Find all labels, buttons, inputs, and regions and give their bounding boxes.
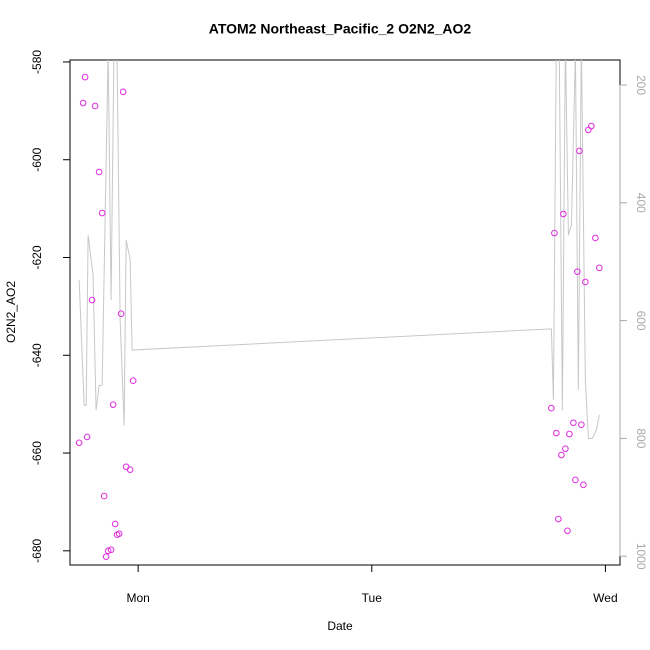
point bbox=[576, 147, 583, 155]
plot-box bbox=[69, 59, 621, 566]
point bbox=[102, 553, 110, 560]
y-tick-label: -620 bbox=[30, 245, 44, 269]
point bbox=[562, 445, 569, 452]
x-tick-label: Tue bbox=[362, 591, 383, 605]
point bbox=[75, 439, 83, 447]
y-tick-label: -580 bbox=[30, 50, 44, 74]
point bbox=[83, 433, 91, 441]
y2-tick-label: 200 bbox=[634, 75, 648, 95]
point bbox=[564, 527, 571, 535]
line bbox=[78, 60, 600, 439]
y-tick-label: -680 bbox=[30, 538, 44, 562]
point bbox=[588, 122, 595, 130]
point bbox=[79, 99, 87, 107]
point bbox=[100, 492, 108, 500]
point bbox=[558, 451, 565, 459]
y-axis-label: O2N2_AO2 bbox=[4, 281, 18, 343]
y-tick-label: -600 bbox=[30, 147, 44, 171]
point bbox=[566, 430, 573, 438]
point bbox=[555, 515, 562, 523]
x-tick-label: Wed bbox=[593, 591, 617, 605]
x-tick-label: Mon bbox=[126, 591, 149, 605]
point bbox=[580, 481, 587, 489]
point bbox=[111, 520, 119, 528]
point bbox=[117, 310, 125, 318]
point bbox=[122, 463, 130, 471]
point bbox=[570, 419, 577, 427]
y2-tick-label: 400 bbox=[634, 193, 648, 213]
point bbox=[91, 102, 99, 110]
point bbox=[582, 278, 589, 286]
point bbox=[95, 168, 103, 176]
point bbox=[578, 421, 585, 428]
point bbox=[104, 547, 112, 555]
point bbox=[560, 210, 567, 218]
point bbox=[596, 264, 603, 272]
point bbox=[553, 429, 560, 437]
y-tick-label: -640 bbox=[30, 343, 44, 367]
point bbox=[572, 476, 579, 484]
y2-tick-label: 1000 bbox=[634, 543, 648, 570]
point bbox=[109, 401, 117, 408]
point bbox=[551, 229, 558, 237]
point bbox=[585, 126, 592, 134]
y2-tick-label: 600 bbox=[634, 311, 648, 331]
point bbox=[119, 88, 127, 96]
y2-tick-label: 800 bbox=[634, 428, 648, 448]
point bbox=[126, 466, 134, 473]
point bbox=[129, 377, 137, 384]
point bbox=[107, 546, 115, 554]
point bbox=[592, 234, 599, 242]
point bbox=[574, 268, 581, 275]
point bbox=[81, 73, 89, 81]
point bbox=[98, 209, 106, 217]
x-axis-label: Date bbox=[327, 619, 353, 633]
chart-title: ATOM2 Northeast_Pacific_2 O2N2_AO2 bbox=[209, 21, 472, 37]
point bbox=[115, 530, 123, 538]
plot-area bbox=[75, 60, 603, 560]
y-tick-label: -660 bbox=[30, 441, 44, 465]
point bbox=[88, 296, 96, 304]
point bbox=[548, 404, 555, 412]
